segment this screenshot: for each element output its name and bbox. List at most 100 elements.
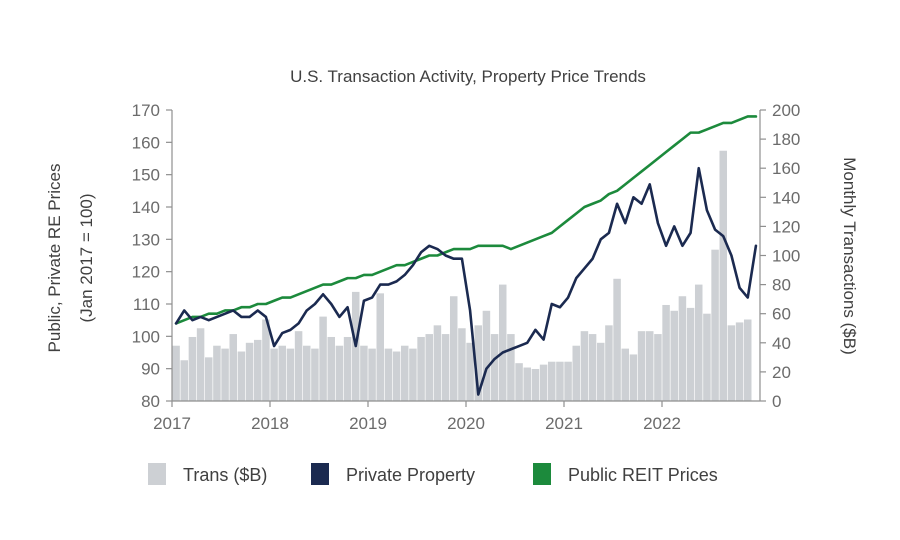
- bar-trans: [515, 363, 523, 401]
- legend-label-private: Private Property: [346, 465, 475, 485]
- bar-trans: [719, 150, 727, 401]
- bar-trans: [360, 345, 368, 401]
- y-right-tick-label: 200: [772, 101, 800, 120]
- bar-trans: [400, 345, 409, 401]
- bar-trans: [319, 316, 327, 401]
- y-right-tick-label: 0: [772, 392, 781, 411]
- y-axis-right-title: Monthly Transactions ($B): [840, 157, 859, 354]
- bar-trans: [703, 313, 711, 401]
- bar-trans: [596, 342, 605, 401]
- bar-trans: [343, 336, 352, 401]
- bar-trans: [221, 348, 229, 401]
- bar-trans: [425, 334, 433, 401]
- y-right-tick-label: 80: [772, 276, 791, 295]
- bar-trans: [588, 334, 597, 401]
- bar-trans: [188, 336, 197, 401]
- bar-trans: [466, 342, 474, 401]
- bar-trans: [498, 284, 507, 401]
- bar-trans: [433, 325, 442, 401]
- bar-trans: [311, 348, 319, 401]
- bar-trans: [711, 249, 719, 401]
- bar-trans: [172, 345, 180, 401]
- bar-trans: [605, 325, 613, 401]
- y-right-tick-label: 20: [772, 363, 791, 382]
- bar-trans: [441, 334, 450, 401]
- y-right-tick-label: 140: [772, 188, 800, 207]
- bar-trans: [392, 351, 401, 401]
- y-right-tick-label: 160: [772, 159, 800, 178]
- legend-swatch-reit: [533, 463, 551, 485]
- bar-trans: [490, 334, 499, 401]
- bar-trans: [507, 334, 515, 401]
- bar-trans: [286, 348, 295, 401]
- bar-trans: [645, 331, 654, 401]
- bar-trans: [686, 307, 695, 401]
- bar-trans: [474, 325, 482, 401]
- bar-trans: [564, 361, 572, 401]
- legend-label-reit: Public REIT Prices: [568, 465, 718, 485]
- x-tick-label: 2022: [643, 414, 681, 433]
- bar-trans: [556, 361, 564, 401]
- bar-trans: [204, 357, 213, 401]
- bar-trans: [237, 351, 246, 401]
- bar-trans: [384, 348, 393, 401]
- bar-trans: [458, 328, 466, 401]
- bar-trans: [270, 348, 278, 401]
- bar-trans: [262, 319, 270, 401]
- bar-trans: [278, 345, 286, 401]
- bar-trans: [180, 360, 188, 401]
- bar-trans: [327, 336, 335, 401]
- x-tick-label: 2021: [545, 414, 583, 433]
- x-tick-label: 2019: [349, 414, 387, 433]
- bar-trans: [662, 304, 670, 401]
- bar-trans: [735, 322, 744, 401]
- y-right-tick-label: 40: [772, 334, 791, 353]
- line-private-property: [174, 166, 758, 396]
- lines-layer: [174, 115, 758, 396]
- y-axis-left-title-line2: (Jan 2017 = 100): [77, 193, 96, 322]
- y-left-tick-label: 150: [132, 166, 160, 185]
- legend-swatch-private: [311, 463, 329, 485]
- legend-label-trans: Trans ($B): [183, 465, 267, 485]
- y-right-tick-label: 100: [772, 247, 800, 266]
- ticks-layer: 80 90 100 110 120 130 140 150 160 170 0 20 40 60 80 100…: [132, 101, 801, 433]
- y-right-tick-label: 60: [772, 305, 791, 324]
- bar-trans: [245, 342, 254, 401]
- bar-trans: [654, 334, 662, 401]
- y-left-tick-label: 120: [132, 263, 160, 282]
- x-tick-label: 2017: [153, 414, 191, 433]
- bar-trans: [229, 334, 237, 401]
- bar-trans: [629, 354, 638, 401]
- bar-trans: [572, 345, 580, 401]
- bar-trans: [694, 284, 703, 401]
- y-left-tick-label: 90: [141, 360, 160, 379]
- x-tick-label: 2020: [447, 414, 485, 433]
- bar-trans: [539, 364, 548, 402]
- y-right-tick-label: 120: [772, 217, 800, 236]
- bar-trans: [417, 336, 425, 401]
- bar-trans: [621, 348, 629, 401]
- bar-trans: [449, 296, 458, 401]
- x-tick-label: 2018: [251, 414, 289, 433]
- y-left-tick-label: 130: [132, 230, 160, 249]
- bar-trans: [409, 348, 417, 401]
- bar-trans: [743, 319, 752, 401]
- y-right-tick-label: 180: [772, 130, 800, 149]
- bar-trans: [253, 339, 262, 401]
- bar-trans: [637, 331, 646, 401]
- bar-trans: [670, 310, 678, 401]
- bar-trans: [613, 278, 621, 401]
- y-left-tick-label: 140: [132, 198, 160, 217]
- bar-trans: [368, 348, 376, 401]
- bar-trans: [196, 328, 205, 401]
- bar-trans: [678, 296, 687, 401]
- bars-layer: [172, 150, 752, 402]
- bar-trans: [547, 361, 556, 401]
- y-left-tick-label: 80: [141, 392, 160, 411]
- line-public-reit: [174, 115, 758, 325]
- y-left-tick-label: 110: [133, 295, 160, 314]
- bar-trans: [376, 293, 384, 401]
- bar-trans: [523, 367, 531, 401]
- bar-trans: [335, 345, 344, 401]
